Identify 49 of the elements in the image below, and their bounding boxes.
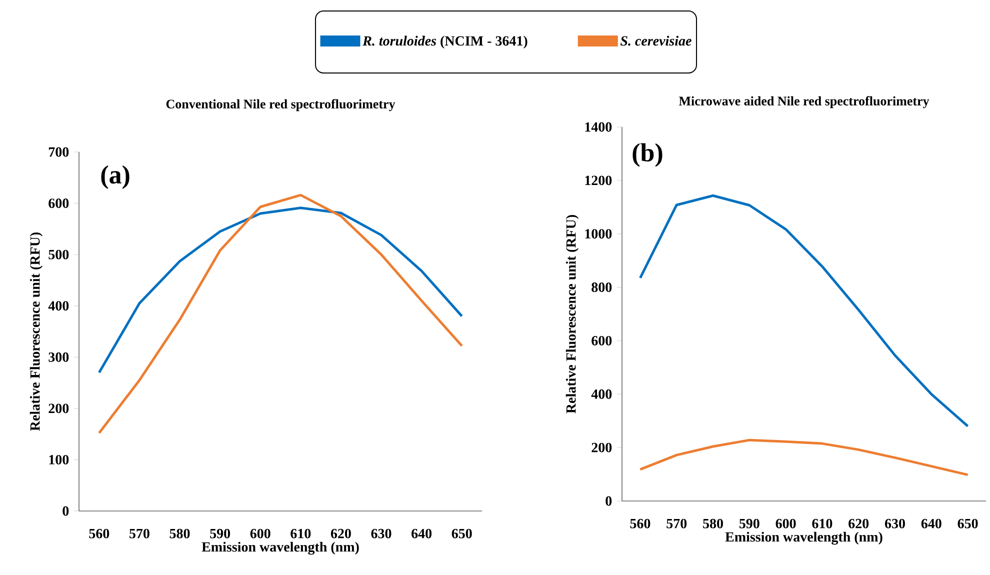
x-tick-label: 620 — [330, 528, 351, 538]
x-tick-label: 610 — [290, 528, 311, 538]
x-tick-label: 630 — [884, 518, 905, 528]
y-tick-label: 1400 — [585, 122, 612, 132]
y-axis-title: Relative Fluorescence unit (RFU) — [566, 215, 579, 414]
line-series — [98, 206, 464, 374]
y-tick-label: 200 — [48, 404, 69, 414]
y-tick-label: 800 — [592, 282, 612, 292]
x-tick-label: 560 — [89, 528, 110, 538]
x-tick-label: 600 — [250, 528, 270, 538]
x-tick-label: 650 — [452, 528, 472, 538]
x-axis-title: Emission wavelength (nm) — [202, 542, 359, 555]
y-tick-label: 0 — [62, 506, 69, 516]
y-tick-label: 400 — [48, 301, 69, 311]
y-tick-label: 300 — [48, 352, 69, 362]
x-tick-label: 580 — [170, 528, 190, 538]
y-axis-title: Relative Fluorescence unit (RFU) — [30, 232, 43, 431]
chart-title: Microwave aided Nile red spectrofluorimetry — [678, 96, 930, 108]
annotation: (b) — [632, 143, 662, 167]
x-tick-label: 620 — [848, 518, 869, 528]
y-tick-label: 1200 — [585, 176, 612, 186]
x-tick-label: 650 — [958, 518, 978, 528]
legend-label: S. cerevisiae — [620, 36, 692, 46]
x-tick-label: 570 — [130, 528, 150, 538]
x-tick-label: 580 — [703, 518, 723, 528]
y-tick-label: 500 — [48, 250, 69, 260]
y-tick-label: 400 — [591, 389, 612, 399]
x-tick-label: 640 — [412, 528, 432, 538]
x-tick-label: 590 — [739, 518, 760, 528]
line-series — [98, 194, 464, 434]
y-tick-label: 600 — [48, 198, 69, 208]
x-tick-label: 600 — [776, 518, 796, 528]
x-tick-label: 630 — [371, 528, 392, 538]
x-tick-label: 590 — [210, 528, 230, 538]
x-axis-title: Emission wavelength (nm) — [725, 532, 882, 545]
x-tick-label: 610 — [812, 518, 832, 528]
y-tick-label: 0 — [606, 496, 612, 506]
y-tick-label: 600 — [592, 336, 612, 346]
x-tick-label: 570 — [666, 518, 687, 528]
x-tick-label: 560 — [630, 518, 650, 528]
y-tick-label: 1000 — [585, 229, 612, 239]
x-tick-label: 640 — [921, 518, 942, 528]
y-tick-label: 700 — [48, 147, 69, 157]
y-tick-label: 100 — [49, 454, 69, 464]
annotation: (a) — [101, 165, 130, 189]
chart-title: Conventional Nile red spectrofluorimetry — [166, 99, 396, 112]
legend-label: R. toruloides (NCIM - 3641) — [362, 36, 528, 48]
y-tick-label: 200 — [592, 442, 612, 452]
line-series — [638, 194, 970, 428]
